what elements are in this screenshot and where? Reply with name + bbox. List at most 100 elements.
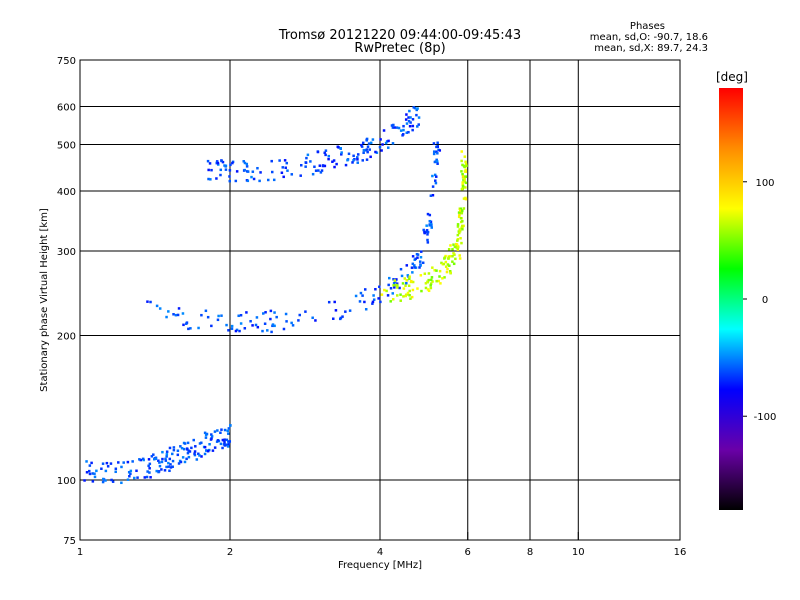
echo-point bbox=[180, 446, 184, 450]
echo-point bbox=[193, 452, 196, 455]
echo-point bbox=[458, 228, 461, 231]
echo-point bbox=[284, 166, 287, 170]
echo-point bbox=[91, 480, 95, 483]
echo-point bbox=[219, 168, 223, 172]
x-tick-label: 8 bbox=[527, 547, 533, 558]
echo-point bbox=[186, 451, 190, 455]
echo-point bbox=[393, 286, 396, 289]
echo-point bbox=[365, 148, 369, 151]
echo-point bbox=[216, 439, 220, 442]
echo-point bbox=[335, 162, 338, 166]
echo-point bbox=[299, 174, 302, 177]
echo-point bbox=[198, 442, 202, 445]
echo-point bbox=[453, 253, 456, 256]
echo-point bbox=[243, 161, 247, 165]
echo-point bbox=[220, 314, 223, 317]
echo-point bbox=[441, 277, 444, 280]
echo-point bbox=[165, 455, 168, 458]
echo-point bbox=[436, 145, 440, 149]
echo-point bbox=[221, 446, 224, 450]
echo-point bbox=[387, 139, 390, 143]
echo-point bbox=[360, 145, 364, 148]
echo-point bbox=[444, 260, 448, 264]
echo-point bbox=[449, 244, 452, 247]
echo-point bbox=[395, 126, 399, 129]
echo-point bbox=[333, 165, 336, 169]
echo-point bbox=[223, 428, 227, 432]
echo-point bbox=[158, 464, 162, 468]
echo-point bbox=[464, 160, 467, 164]
echo-point bbox=[171, 459, 175, 463]
echo-point bbox=[216, 318, 220, 322]
echo-point bbox=[157, 459, 160, 462]
echo-point bbox=[208, 162, 212, 165]
echo-point bbox=[228, 175, 231, 178]
echo-point bbox=[314, 169, 318, 172]
echo-point bbox=[416, 287, 419, 290]
echo-point bbox=[388, 276, 391, 280]
echo-point bbox=[452, 262, 456, 266]
echo-point bbox=[186, 441, 190, 445]
echo-point bbox=[344, 310, 347, 313]
echo-point bbox=[106, 465, 110, 468]
echo-point bbox=[460, 170, 463, 173]
echo-point bbox=[401, 282, 405, 285]
echo-point bbox=[435, 279, 438, 283]
echo-point bbox=[298, 313, 301, 317]
echo-point bbox=[245, 311, 248, 314]
echo-point bbox=[227, 443, 230, 447]
echo-point bbox=[407, 116, 410, 119]
y-axis-label: Stationary phase Virtual Height [km] bbox=[39, 208, 50, 392]
echo-point bbox=[282, 327, 286, 331]
echo-point bbox=[396, 286, 399, 289]
echo-point bbox=[461, 228, 464, 231]
echo-point bbox=[327, 300, 331, 304]
echo-point bbox=[428, 219, 432, 223]
echo-point bbox=[404, 293, 408, 296]
echo-point bbox=[411, 124, 415, 128]
colorbar-tick-label: 100 bbox=[755, 178, 774, 189]
echo-point bbox=[371, 302, 374, 305]
echo-point bbox=[127, 471, 131, 474]
echo-point bbox=[426, 230, 430, 234]
echo-point bbox=[459, 237, 462, 240]
echo-point bbox=[446, 263, 450, 266]
echo-point bbox=[451, 248, 454, 251]
echo-point bbox=[290, 321, 293, 325]
echo-point bbox=[421, 261, 425, 265]
echo-point bbox=[356, 153, 360, 156]
echo-point bbox=[150, 455, 154, 458]
echo-point bbox=[210, 168, 213, 172]
phase-colorbar bbox=[719, 88, 743, 510]
echo-point bbox=[165, 450, 169, 453]
echo-point bbox=[458, 257, 462, 260]
echo-point bbox=[411, 255, 415, 258]
echo-point bbox=[129, 469, 133, 473]
echo-point bbox=[285, 161, 289, 165]
echo-point bbox=[100, 467, 103, 471]
echo-point bbox=[203, 431, 207, 435]
echo-point bbox=[198, 454, 201, 457]
echo-point bbox=[395, 278, 398, 281]
echo-point bbox=[101, 462, 105, 465]
echo-point bbox=[462, 207, 466, 210]
echo-point bbox=[197, 326, 200, 330]
echo-point bbox=[398, 286, 401, 290]
echo-point bbox=[369, 155, 372, 159]
echo-point bbox=[428, 213, 432, 217]
echo-point bbox=[461, 219, 464, 223]
echo-point bbox=[340, 153, 343, 156]
echo-point bbox=[152, 453, 155, 456]
echo-point bbox=[415, 113, 418, 117]
echo-point bbox=[445, 270, 449, 274]
echo-point bbox=[436, 162, 439, 165]
echo-point bbox=[416, 125, 419, 128]
echo-point bbox=[427, 289, 431, 293]
echo-point bbox=[461, 175, 465, 178]
echo-point bbox=[404, 284, 407, 287]
echo-point bbox=[206, 159, 210, 163]
echo-point bbox=[419, 255, 423, 259]
echo-point bbox=[420, 289, 423, 293]
echo-point bbox=[269, 317, 272, 321]
echo-point bbox=[422, 228, 425, 232]
